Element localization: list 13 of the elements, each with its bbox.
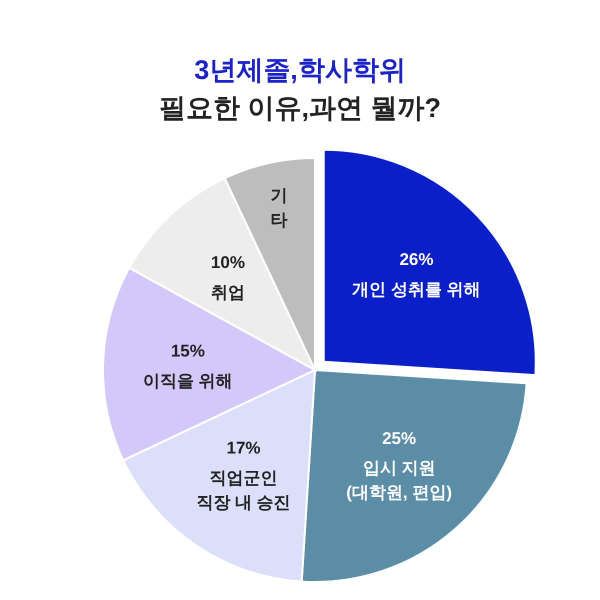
- slice-label: 직업군인 직장 내 승진: [196, 468, 291, 512]
- slice-label: 입시 지원 (대학원, 편입): [346, 458, 452, 502]
- data-label: 10%: [210, 252, 245, 272]
- data-label: 17%: [226, 438, 261, 458]
- chart-subtitle: 필요한 이유,과연 뭘까?: [159, 93, 441, 124]
- slice-label: 이직을 위해: [142, 371, 233, 390]
- slice-label: 취업: [210, 282, 245, 302]
- data-label: 26%: [399, 250, 434, 270]
- slice-label: 개인 성취를 위해: [352, 280, 481, 300]
- data-label: 25%: [382, 428, 416, 448]
- data-label: 15%: [170, 341, 205, 360]
- slice-label: 기 타: [270, 186, 288, 230]
- chart-title: 3년제졸,학사학위: [194, 55, 406, 86]
